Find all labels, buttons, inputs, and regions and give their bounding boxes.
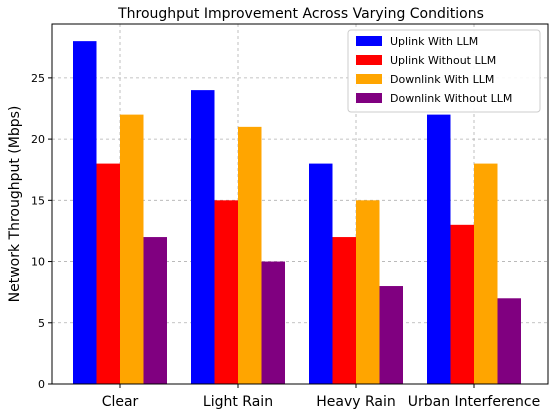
x-tick-label: Clear [102, 394, 139, 410]
legend-box [347, 29, 541, 113]
bar [379, 286, 403, 384]
bar [309, 163, 333, 384]
bar [96, 163, 120, 384]
bar [261, 261, 285, 384]
y-axis: 0 5 10 15 20 25 [31, 72, 52, 391]
bar [120, 114, 144, 384]
legend-label: Downlink Without LLM [390, 92, 512, 105]
legend: Uplink With LLM Uplink Without LLM Downlin… [347, 29, 541, 113]
x-tick-label: Light Rain [203, 394, 273, 410]
legend-label: Downlink With LLM [390, 73, 494, 86]
plot-frame [51, 23, 549, 385]
legend-swatch [356, 93, 382, 103]
bar [450, 224, 474, 384]
bar [238, 126, 262, 384]
bar [427, 114, 451, 384]
bar [332, 237, 356, 384]
y-axis-label: Network Throughput (Mbps) [7, 106, 23, 303]
x-axis: Clear Light Rain Heavy Rain Urban Interfere… [102, 384, 540, 410]
legend-label: Uplink With LLM [390, 35, 478, 48]
legend-swatch [356, 55, 382, 65]
chart-title: Throughput Improvement Across Varying Co… [117, 6, 484, 22]
bar [474, 163, 498, 384]
legend-swatch [356, 36, 382, 46]
x-tick-label: Urban Interference [408, 394, 540, 410]
bar [191, 90, 215, 385]
bar [214, 200, 238, 384]
y-tick-label: 0 [38, 378, 45, 391]
bar [143, 237, 167, 384]
bars [73, 41, 521, 385]
x-tick-label: Heavy Rain [316, 394, 396, 410]
y-tick-label: 20 [31, 133, 45, 146]
y-tick-label: 5 [38, 317, 45, 330]
y-tick-label: 25 [31, 72, 45, 85]
bar [356, 200, 380, 384]
bar [497, 298, 521, 384]
bar [73, 41, 97, 385]
legend-label: Uplink Without LLM [390, 54, 496, 67]
legend-swatch [356, 74, 382, 84]
y-tick-label: 15 [31, 194, 45, 207]
y-tick-label: 10 [31, 256, 45, 269]
